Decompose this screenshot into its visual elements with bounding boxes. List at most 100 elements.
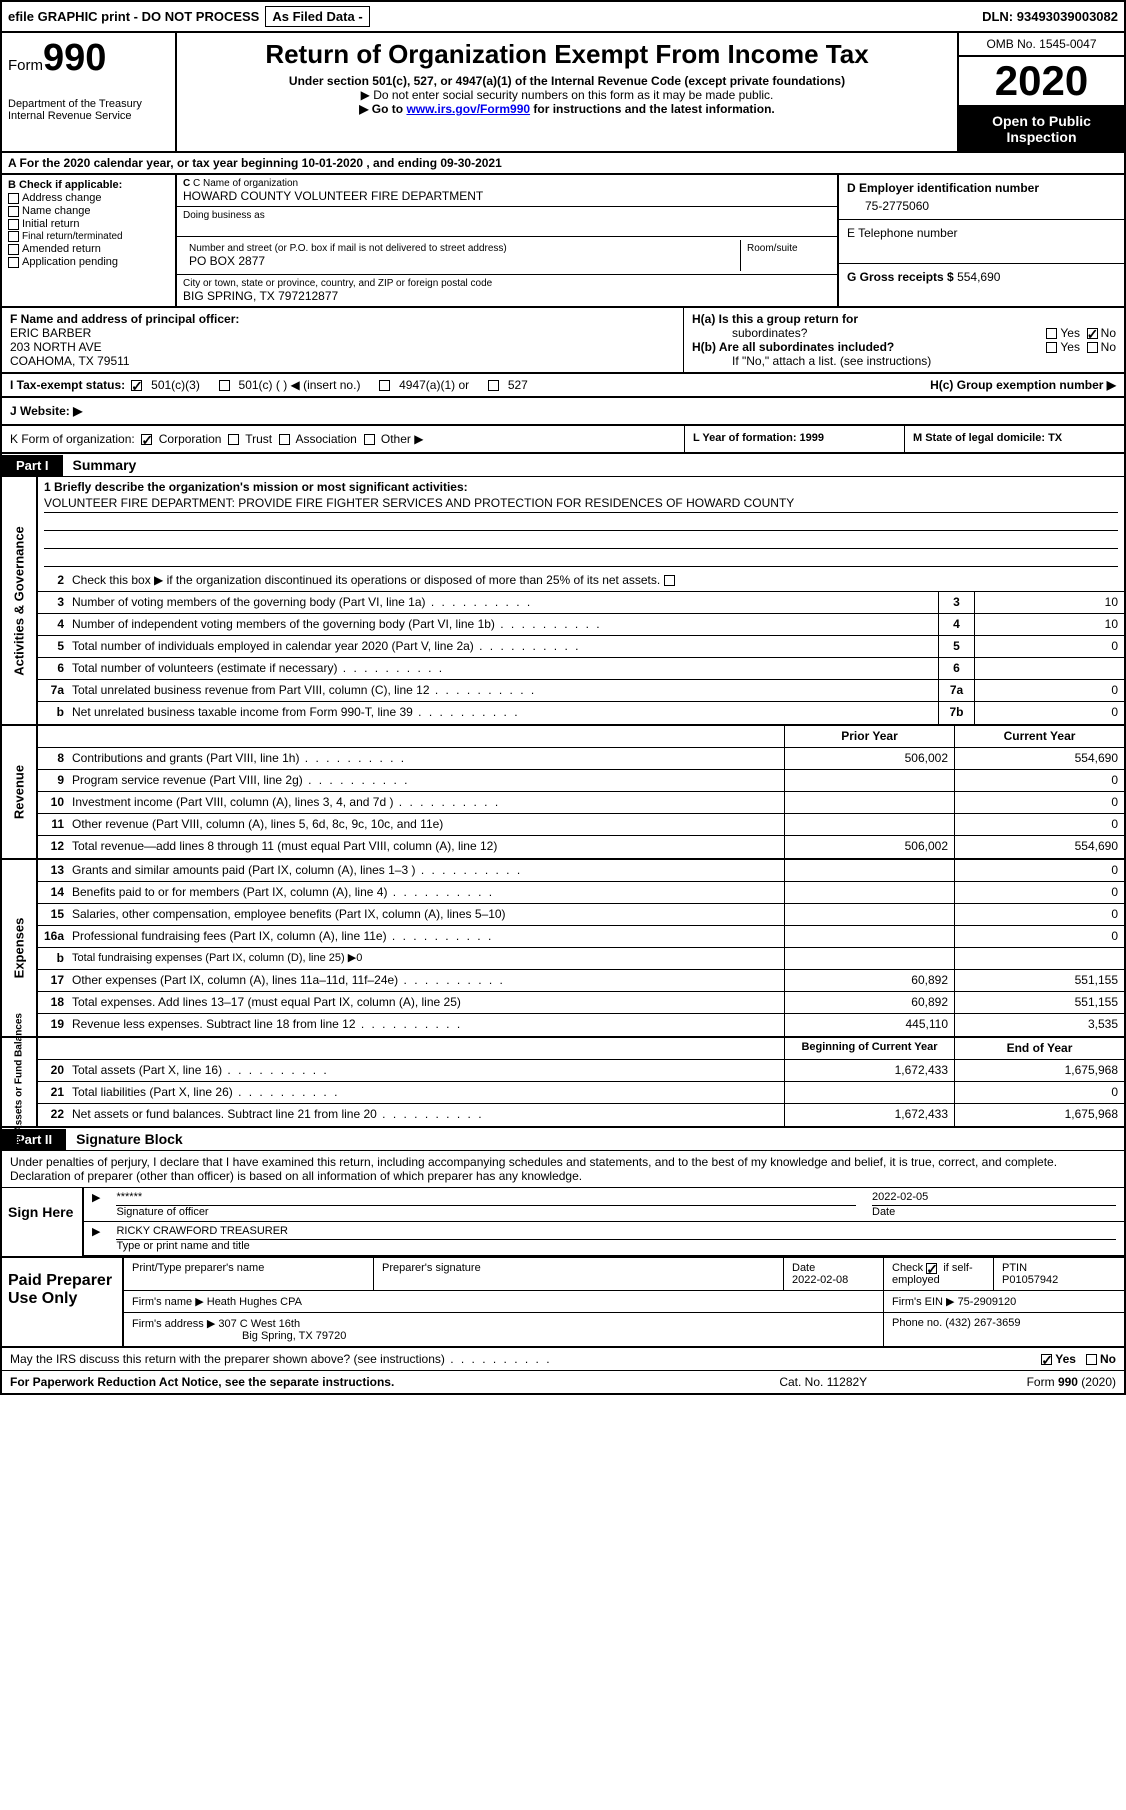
vlabel-exp: Expenses — [2, 860, 38, 1036]
address-box: Number and street (or P.O. box if mail i… — [177, 237, 837, 275]
row-i-tax-exempt: I Tax-exempt status: 501(c)(3) 501(c) ( … — [2, 374, 1124, 398]
part-ii-header: Part II Signature Block — [2, 1128, 1124, 1151]
paid-preparer-block: Paid Preparer Use Only Print/Type prepar… — [2, 1258, 1124, 1348]
line-2: 2 Check this box ▶ if the organization d… — [38, 570, 1124, 592]
form-subtitle-1: Under section 501(c), 527, or 4947(a)(1)… — [185, 74, 949, 88]
open-public: Open to Public Inspection — [959, 107, 1124, 151]
chk-final-return[interactable]: Final return/terminated — [8, 231, 169, 242]
sig-date-label: Date — [872, 1206, 1116, 1218]
col-b-checkboxes: B Check if applicable: Address change Na… — [2, 175, 177, 306]
form-number: Form990 — [8, 37, 169, 80]
line-4: 4Number of independent voting members of… — [38, 614, 1124, 636]
gross-receipts: 554,690 — [957, 270, 1000, 284]
line-18: 18Total expenses. Add lines 13–17 (must … — [38, 992, 1124, 1014]
org-name: HOWARD COUNTY VOLUNTEER FIRE DEPARTMENT — [183, 189, 831, 203]
self-employed-checkbox[interactable] — [926, 1263, 937, 1274]
principal-officer: F Name and address of principal officer:… — [2, 308, 684, 372]
line-14: 14Benefits paid to or for members (Part … — [38, 882, 1124, 904]
assoc-checkbox[interactable] — [279, 434, 290, 445]
line-12: 12Total revenue—add lines 8 through 11 (… — [38, 836, 1124, 858]
efile-label: efile GRAPHIC print - DO NOT PROCESS — [8, 9, 259, 24]
tax-year: 2020 — [959, 57, 1124, 107]
firm-ein: 75-2909120 — [958, 1296, 1017, 1308]
org-city: BIG SPRING, TX 797212877 — [183, 289, 831, 303]
hb-yes-checkbox[interactable] — [1046, 342, 1057, 353]
header-left: Form990 Department of the Treasury Inter… — [2, 33, 177, 151]
preparer-row3: Firm's address ▶ 307 C West 16thBig Spri… — [124, 1313, 1124, 1346]
part-i-header: Part I Summary — [2, 454, 1124, 477]
irs-link[interactable]: www.irs.gov/Form990 — [406, 102, 530, 116]
part-ii-tag: Part II — [2, 1129, 66, 1150]
chk-application-pending[interactable]: Application pending — [8, 256, 169, 268]
arrow-icon: ▶ — [84, 1222, 108, 1255]
state-domicile: M State of legal domicile: TX — [904, 426, 1124, 452]
hb-yes-no: Yes No — [1046, 340, 1116, 354]
top-bar: efile GRAPHIC print - DO NOT PROCESS As … — [0, 0, 1126, 33]
city-box: City or town, state or province, country… — [177, 275, 837, 306]
arrow-icon: ▶ — [84, 1188, 108, 1221]
other-checkbox[interactable] — [364, 434, 375, 445]
vlabel-rev: Revenue — [2, 726, 38, 858]
paperwork-notice: For Paperwork Reduction Act Notice, see … — [10, 1375, 620, 1389]
line-16a: 16aProfessional fundraising fees (Part I… — [38, 926, 1124, 948]
ha-row: H(a) Is this a group return for — [692, 312, 1116, 326]
vlabel-gov: Activities & Governance — [2, 477, 38, 724]
form-subtitle-3: ▶ Go to www.irs.gov/Form990 for instruct… — [185, 102, 949, 116]
footer-row: For Paperwork Reduction Act Notice, see … — [2, 1370, 1124, 1393]
asfiled-box: As Filed Data - — [265, 6, 369, 27]
line-17: 17Other expenses (Part IX, column (A), l… — [38, 970, 1124, 992]
chk-name-change[interactable]: Name change — [8, 205, 169, 217]
527-checkbox[interactable] — [488, 380, 499, 391]
telephone-box: E Telephone number — [839, 220, 1124, 264]
section-h: H(a) Is this a group return for subordin… — [684, 308, 1124, 372]
line-10: 10Investment income (Part VIII, column (… — [38, 792, 1124, 814]
hb-no-checkbox[interactable] — [1087, 342, 1098, 353]
line-21: 21Total liabilities (Part X, line 26)0 — [38, 1082, 1124, 1104]
irs-discuss-row: May the IRS discuss this return with the… — [2, 1348, 1124, 1370]
officer-addr1: 203 NORTH AVE — [10, 340, 675, 354]
line-7b: bNet unrelated business taxable income f… — [38, 702, 1124, 724]
col-c-org-info: C C Name of organization HOWARD COUNTY V… — [177, 175, 839, 306]
chk-amended-return[interactable]: Amended return — [8, 243, 169, 255]
header-center: Return of Organization Exempt From Incom… — [177, 33, 959, 151]
line-15: 15Salaries, other compensation, employee… — [38, 904, 1124, 926]
part-i-title: Summary — [63, 454, 147, 476]
hb-row: H(b) Are all subordinates included? Yes … — [692, 340, 1116, 354]
signature-intro: Under penalties of perjury, I declare th… — [2, 1151, 1124, 1188]
line2-checkbox[interactable] — [664, 575, 675, 586]
ha-yes-no: Yes No — [1046, 326, 1116, 340]
firm-addr2: Big Spring, TX 79720 — [132, 1330, 346, 1342]
sign-here-block: Sign Here ▶ ****** Signature of officer … — [2, 1188, 1124, 1258]
trust-checkbox[interactable] — [228, 434, 239, 445]
omb-number: OMB No. 1545-0047 — [959, 33, 1124, 57]
501c-checkbox[interactable] — [219, 380, 230, 391]
ha-no-checkbox[interactable] — [1087, 328, 1098, 339]
chk-address-change[interactable]: Address change — [8, 192, 169, 204]
part-ii-title: Signature Block — [66, 1128, 193, 1150]
ha-yes-checkbox[interactable] — [1046, 328, 1057, 339]
form-subtitle-2: ▶ Do not enter social security numbers o… — [185, 88, 949, 102]
section-b-to-g: B Check if applicable: Address change Na… — [2, 175, 1124, 308]
signature-label: Signature of officer — [116, 1206, 856, 1218]
year-formation: L Year of formation: 1999 — [684, 426, 904, 452]
line-11: 11Other revenue (Part VIII, column (A), … — [38, 814, 1124, 836]
chk-initial-return[interactable]: Initial return — [8, 218, 169, 230]
irs-no-checkbox[interactable] — [1086, 1354, 1097, 1365]
corp-checkbox[interactable] — [141, 434, 152, 445]
b-title: B Check if applicable: — [8, 179, 169, 191]
501c3-checkbox[interactable] — [131, 380, 142, 391]
form-header: Form990 Department of the Treasury Inter… — [2, 33, 1124, 153]
line-13: 13Grants and similar amounts paid (Part … — [38, 860, 1124, 882]
paid-preparer-label: Paid Preparer Use Only — [2, 1258, 122, 1346]
4947-checkbox[interactable] — [379, 380, 390, 391]
part-i-tag: Part I — [2, 455, 63, 476]
org-name-box: C C Name of organization HOWARD COUNTY V… — [177, 175, 837, 207]
line-5: 5Total number of individuals employed in… — [38, 636, 1124, 658]
officer-name-title: RICKY CRAWFORD TREASURER — [116, 1225, 1116, 1240]
name-title-label: Type or print name and title — [116, 1240, 1116, 1252]
irs-yes-checkbox[interactable] — [1041, 1354, 1052, 1365]
form-ref: Form 990 (2020) — [1027, 1375, 1116, 1389]
line-22: 22Net assets or fund balances. Subtract … — [38, 1104, 1124, 1126]
header-right: OMB No. 1545-0047 2020 Open to Public In… — [959, 33, 1124, 151]
ptin: P01057942 — [1002, 1274, 1058, 1286]
